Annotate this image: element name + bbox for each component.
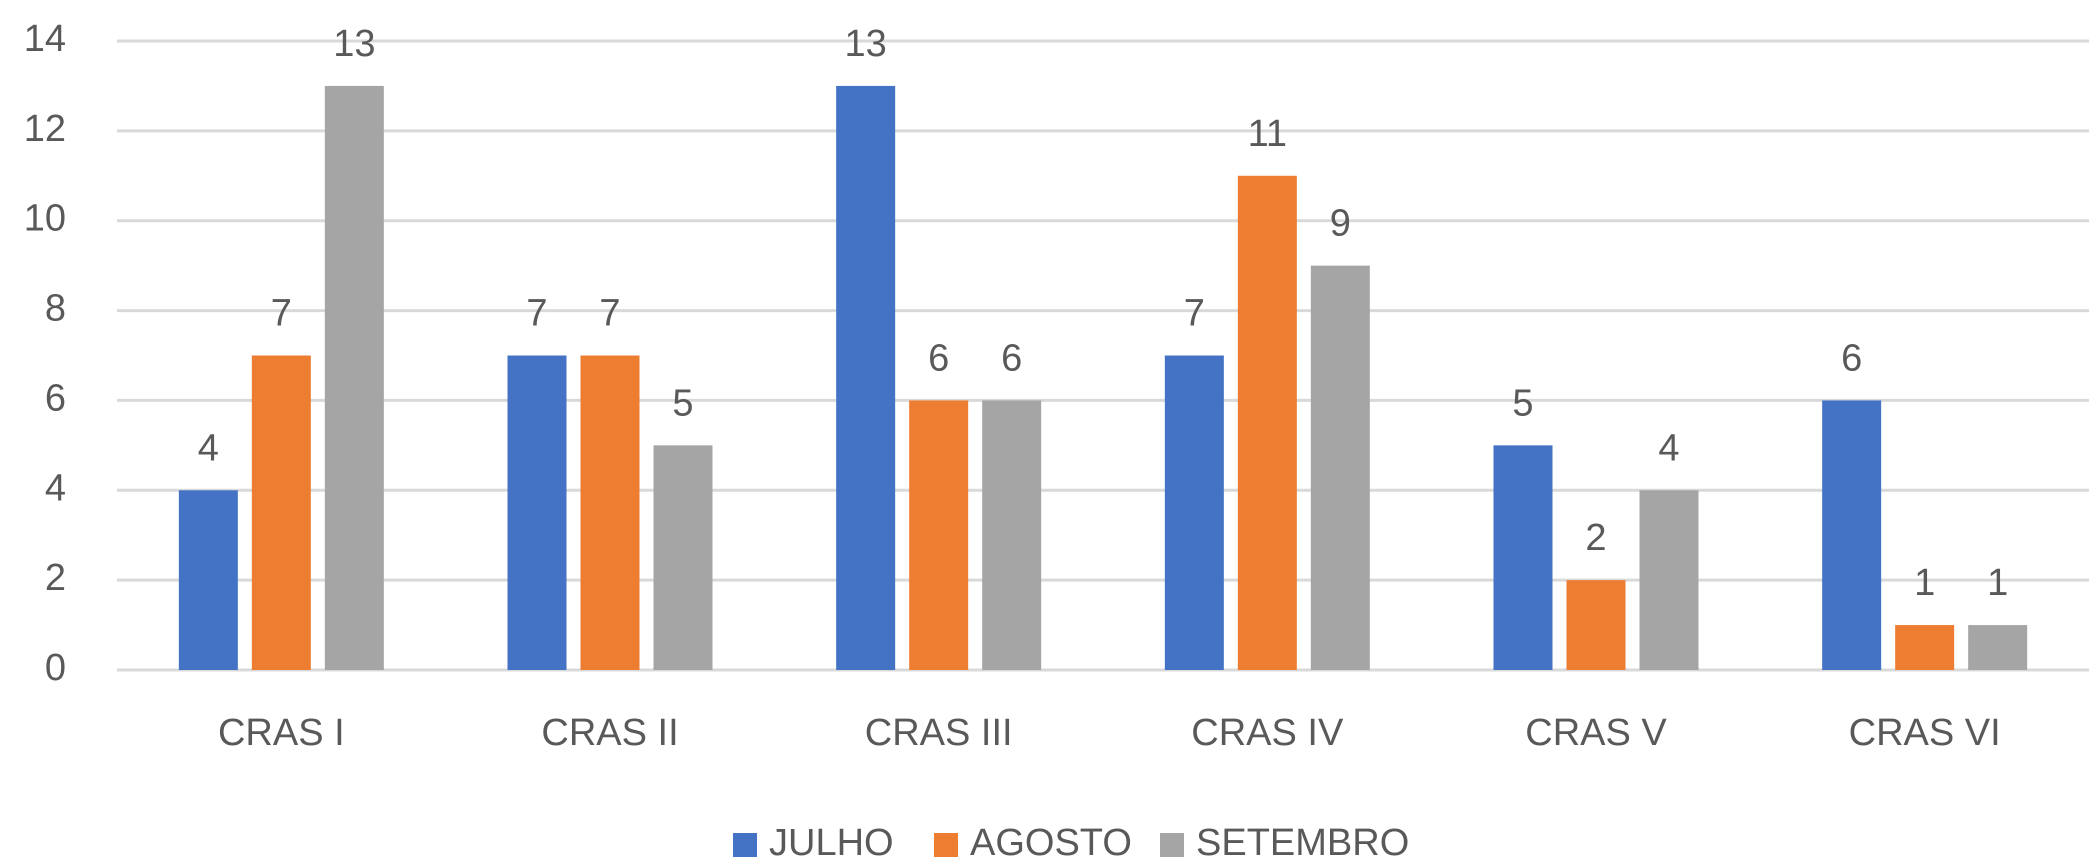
data-label: 2 — [1585, 517, 1606, 559]
legend-label: JULHO — [769, 822, 894, 864]
bar — [653, 445, 713, 670]
bar — [1237, 175, 1297, 671]
bar — [1895, 625, 1955, 670]
y-tick-label: 12 — [24, 108, 66, 150]
y-tick-label: 10 — [24, 198, 66, 240]
y-tick-label: 0 — [45, 647, 66, 689]
data-label: 13 — [333, 23, 375, 65]
bar — [1493, 445, 1553, 670]
bar — [982, 400, 1042, 670]
legend-label: AGOSTO — [970, 822, 1132, 864]
data-label: 7 — [271, 293, 292, 335]
y-tick-label: 14 — [24, 18, 66, 60]
y-tick-label: 8 — [45, 288, 66, 330]
data-label: 4 — [1658, 427, 1679, 469]
data-label: 1 — [1987, 562, 2008, 604]
bar — [836, 85, 896, 670]
bar — [324, 85, 384, 670]
bar — [1968, 625, 2028, 670]
legend-swatch — [733, 833, 757, 857]
bar — [1822, 400, 1882, 670]
data-label: 5 — [1512, 382, 1533, 424]
data-label: 6 — [928, 337, 949, 379]
bar — [507, 355, 567, 670]
x-tick-label: CRAS I — [218, 712, 345, 754]
data-label: 4 — [198, 427, 219, 469]
y-tick-label: 2 — [45, 557, 66, 599]
data-label: 9 — [1330, 203, 1351, 245]
bar — [909, 400, 969, 670]
data-label: 7 — [1184, 293, 1205, 335]
data-label: 6 — [1841, 337, 1862, 379]
data-label: 7 — [526, 293, 547, 335]
x-tick-label: CRAS III — [865, 712, 1013, 754]
y-tick-label: 4 — [45, 467, 66, 509]
bar — [1164, 355, 1224, 670]
bar — [178, 490, 238, 670]
data-label: 5 — [672, 382, 693, 424]
bar — [580, 355, 640, 670]
legend-label: SETEMBRO — [1196, 822, 1409, 864]
data-label: 7 — [599, 293, 620, 335]
bar — [1639, 490, 1699, 670]
data-label: 6 — [1001, 337, 1022, 379]
x-tick-label: CRAS V — [1525, 712, 1667, 754]
data-label: 1 — [1914, 562, 1935, 604]
y-tick-label: 6 — [45, 377, 66, 419]
data-label: 11 — [1248, 113, 1287, 155]
x-tick-label: CRAS VI — [1849, 712, 2001, 754]
bar — [1566, 580, 1626, 670]
legend-swatch — [1160, 833, 1184, 857]
x-tick-label: CRAS IV — [1191, 712, 1344, 754]
legend-swatch — [934, 833, 958, 857]
bar — [251, 355, 311, 670]
x-tick-label: CRAS II — [541, 712, 678, 754]
bar — [1310, 265, 1370, 670]
data-label: 13 — [845, 23, 887, 65]
